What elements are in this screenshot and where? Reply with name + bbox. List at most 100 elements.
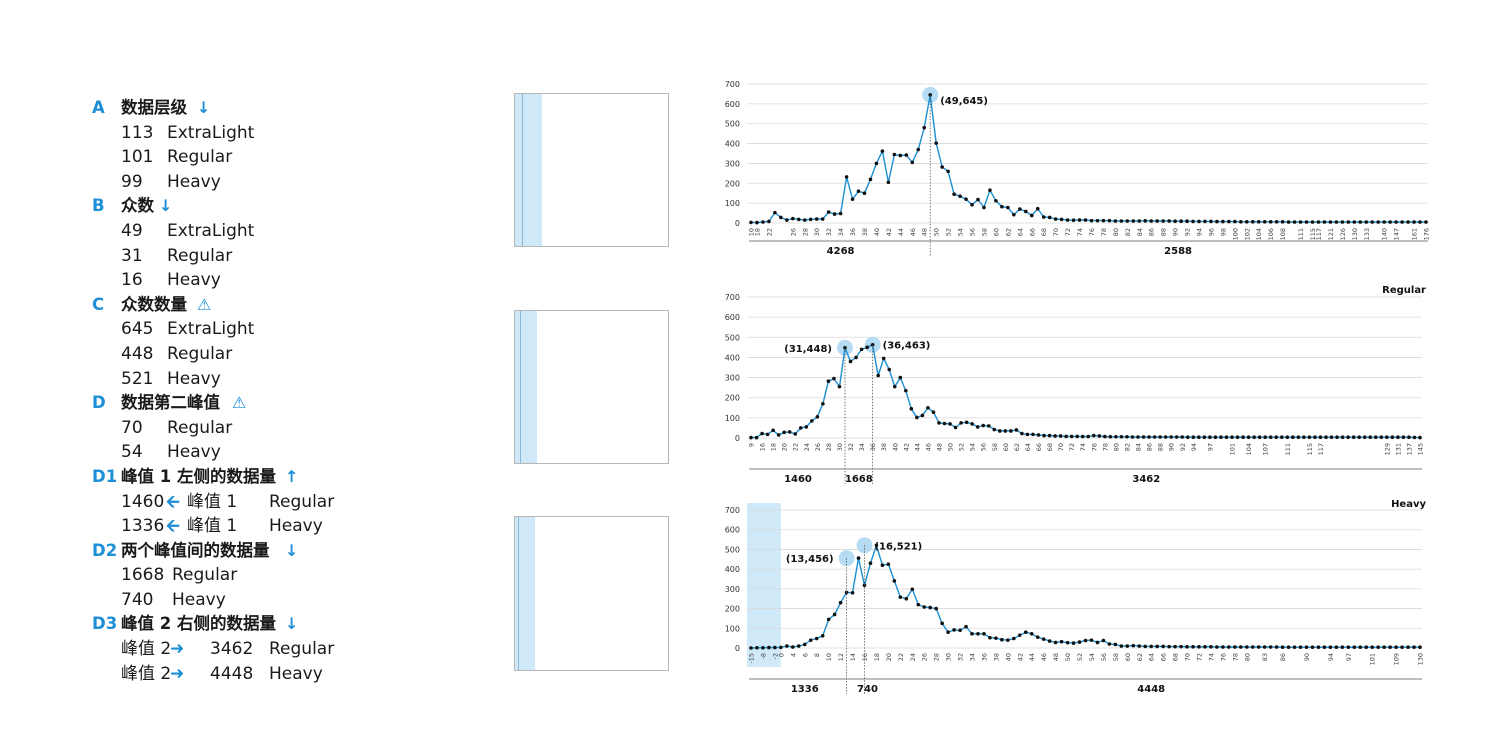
y-tick-label: 300	[725, 374, 740, 383]
x-tick-label: 66	[1160, 653, 1168, 661]
data-point	[1257, 435, 1262, 439]
x-tick-label: 92	[1184, 228, 1192, 236]
data-point	[1012, 212, 1016, 217]
data-point	[1108, 434, 1113, 439]
data-point	[952, 192, 956, 197]
data-point	[1215, 645, 1219, 649]
x-tick-label: 62	[1004, 228, 1012, 236]
data-point	[1379, 435, 1384, 439]
data-point	[832, 612, 837, 617]
data-point	[1035, 635, 1040, 639]
x-tick-label: 46	[1040, 653, 1048, 661]
data-point	[1364, 645, 1369, 650]
data-point	[1412, 435, 1417, 440]
data-point	[1244, 645, 1249, 649]
data-point	[992, 427, 997, 432]
series-line	[751, 343, 1421, 439]
data-point	[922, 125, 927, 130]
chart-title: Regular	[1382, 285, 1426, 296]
x-tick-label: 64	[1024, 443, 1032, 451]
x-tick-label: -15	[748, 653, 756, 664]
data-point	[1209, 645, 1213, 649]
data-point	[1185, 645, 1189, 649]
x-tick-label: 10	[825, 653, 833, 661]
data-point	[1219, 435, 1223, 439]
data-point	[1047, 639, 1052, 643]
y-tick-label: 500	[725, 120, 740, 129]
data-point	[958, 194, 962, 198]
data-point	[1324, 435, 1328, 439]
data-point	[1077, 640, 1082, 644]
x-tick-label: 22	[765, 228, 773, 236]
arrow-right-icon: ➜	[170, 639, 185, 660]
strip-band	[515, 311, 537, 463]
x-tick-label: 18	[873, 653, 881, 661]
data-point	[1406, 220, 1410, 224]
data-point	[814, 217, 819, 221]
data-point	[1328, 645, 1333, 650]
data-point	[862, 191, 867, 196]
data-point	[1376, 645, 1380, 650]
data-point	[1071, 218, 1076, 223]
x-tick-label: 111	[1284, 443, 1292, 455]
data-point	[1256, 645, 1261, 649]
x-tick-label: 36	[980, 653, 988, 661]
x-tick-label: 44	[913, 443, 921, 451]
data-point	[1065, 218, 1070, 222]
x-tick-label: 86	[1146, 443, 1154, 451]
data-point	[1310, 220, 1315, 224]
data-point	[1095, 640, 1100, 645]
data-point	[1334, 645, 1339, 650]
x-tick-label: 22	[897, 653, 905, 661]
data-point	[1113, 219, 1118, 223]
x-tick-label: 32	[825, 228, 833, 236]
data-point	[1083, 638, 1088, 643]
data-point	[881, 356, 886, 361]
data-point	[1412, 220, 1416, 224]
x-tick-label: 126	[1339, 228, 1347, 240]
data-point	[1401, 435, 1406, 439]
x-tick-label: 76	[1219, 653, 1227, 661]
data-point	[1000, 204, 1004, 209]
data-point	[1396, 435, 1400, 439]
x-tick-label: 46	[909, 228, 917, 236]
x-tick-label: 60	[1002, 443, 1010, 451]
data-point	[1302, 435, 1306, 439]
x-tick-label: 147	[1393, 228, 1401, 240]
y-tick-label: 0	[735, 219, 740, 228]
data-point	[868, 561, 873, 566]
data-point	[1279, 435, 1284, 439]
data-point	[791, 645, 795, 649]
data-point	[850, 197, 855, 201]
data-point	[837, 384, 842, 389]
data-point	[820, 633, 825, 638]
x-tick-label: 10	[748, 228, 756, 236]
y-tick-label: 0	[735, 434, 740, 443]
x-tick-label: 133	[1363, 228, 1371, 240]
x-tick-label: 18	[753, 228, 761, 236]
data-point	[1376, 220, 1381, 224]
data-point	[994, 198, 998, 203]
data-point	[785, 644, 789, 648]
data-point	[1351, 435, 1356, 439]
x-tick-label: 16	[861, 653, 869, 661]
x-tick-label: 72	[1068, 443, 1076, 451]
data-point	[838, 211, 843, 216]
data-point	[1071, 641, 1076, 645]
x-tick-label: 102	[1243, 228, 1251, 240]
arrow-right-icon: ➜	[170, 663, 185, 684]
data-point	[749, 646, 753, 650]
x-tick-label: 115	[1309, 228, 1317, 240]
strip-extralight	[514, 93, 669, 247]
data-point	[1346, 645, 1351, 650]
x-tick-label: 32	[847, 443, 855, 451]
x-tick-label: 115	[1306, 443, 1314, 455]
data-point	[1119, 434, 1124, 439]
data-point	[832, 376, 836, 381]
data-point	[904, 153, 909, 157]
x-tick-label: 56	[980, 443, 988, 451]
data-point	[1009, 429, 1013, 433]
data-point	[1412, 645, 1416, 650]
data-point	[796, 217, 801, 222]
